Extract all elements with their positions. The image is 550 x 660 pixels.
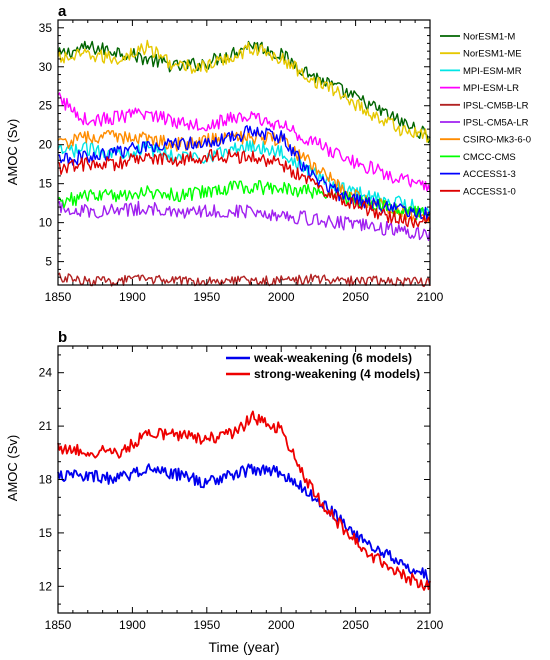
series-line-access1-0 <box>57 148 431 229</box>
x-tick-label: 2050 <box>342 618 369 632</box>
legend-entry-label: ACCESS1-0 <box>463 186 516 197</box>
x-tick-label: 2000 <box>268 290 295 304</box>
x-tick-label: 1950 <box>193 618 220 632</box>
y-tick-label: 24 <box>39 366 53 380</box>
series-line-weak-weakening-6-models- <box>57 463 431 585</box>
legend-entry-label: IPSL-CM5A-LR <box>463 118 529 129</box>
series-line-noresm1-me <box>57 39 431 143</box>
y-tick-label: 20 <box>39 138 53 152</box>
x-tick-label: 2000 <box>268 618 295 632</box>
legend-entry-label: MPI-ESM-MR <box>463 66 522 77</box>
panel-b: b 1850 1900 1950 2000 2050 2100 12 15 18 21 24 AMO… <box>5 329 444 655</box>
legend-entry-label: MPI-ESM-LR <box>463 83 519 94</box>
panel-a-plot-area <box>57 19 431 288</box>
panel-a-letter: a <box>58 3 67 20</box>
panel-b-plot-area <box>57 345 431 614</box>
panel-b-xlabel: Time (year) <box>208 639 279 655</box>
x-tick-label: 2100 <box>417 618 444 632</box>
panel-a-ylabel: AMOC (Sv) <box>5 119 20 185</box>
series-line-access1-3 <box>57 125 431 222</box>
panel-b-ticks: 1850 1900 1950 2000 2050 2100 12 15 18 21 24 <box>39 346 444 632</box>
x-tick-label: 1900 <box>119 618 146 632</box>
legend-entry-label: NorESM1-M <box>463 32 515 43</box>
y-tick-label: 25 <box>39 99 53 113</box>
y-tick-label: 35 <box>39 21 53 35</box>
legend-entry-label: CSIRO-Mk3-6-0 <box>463 135 531 146</box>
y-tick-label: 21 <box>39 419 53 433</box>
y-tick-label: 15 <box>39 177 53 191</box>
x-tick-label: 1950 <box>193 290 220 304</box>
y-tick-label: 12 <box>39 579 53 593</box>
x-tick-label: 1900 <box>119 290 146 304</box>
x-tick-label: 2100 <box>417 290 444 304</box>
series-line-strong-weakening-4-models- <box>57 410 431 591</box>
legend-entry-label: weak-weakening (6 models) <box>253 351 412 365</box>
legend-entry-label: strong-weakening (4 models) <box>254 367 420 381</box>
y-tick-label: 10 <box>39 216 53 230</box>
panel-b-ylabel: AMOC (Sv) <box>5 435 20 501</box>
legend-entry-label: ACCESS1-3 <box>463 169 516 180</box>
y-tick-label: 15 <box>39 526 53 540</box>
series-line-ipsl-cm5a-lr <box>57 200 431 242</box>
series-line-mpi-esm-lr <box>57 92 431 193</box>
legend-entry-label: NorESM1-ME <box>463 49 522 60</box>
legend-entry-label: CMCC-CMS <box>463 152 516 163</box>
panel-b-letter: b <box>58 329 67 346</box>
x-tick-label: 1850 <box>45 618 72 632</box>
panel-a-ticks: 1850 1900 1950 2000 2050 2100 5 10 15 20 25 30 35 <box>39 19 444 304</box>
legend-entry-label: IPSL-CM5B-LR <box>463 100 529 111</box>
y-tick-label: 18 <box>39 473 53 487</box>
x-tick-label: 2050 <box>342 290 369 304</box>
y-tick-label: 30 <box>39 60 53 74</box>
panel-b-legend: weak-weakening (6 models) strong-weakenin… <box>226 351 420 381</box>
series-line-ipsl-cm5b-lr <box>57 272 431 288</box>
panel-a-legend: NorESM1-M NorESM1-ME MPI-ESM-MR MPI-ESM-LR I… <box>440 32 531 197</box>
y-tick-label: 5 <box>45 255 52 269</box>
x-tick-label: 1850 <box>45 290 72 304</box>
series-line-noresm1-m <box>57 40 431 144</box>
panel-a: a 1850 1900 1950 2000 2050 21005101520253035 … <box>5 3 531 304</box>
